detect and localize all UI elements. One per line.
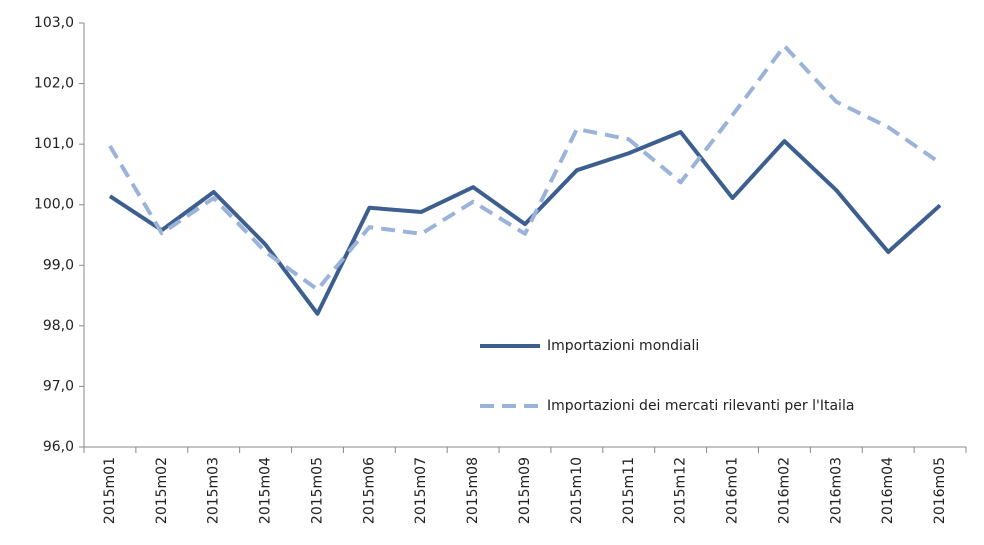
x-tick-label: 2016m05 [932,457,948,524]
x-tick-label: 2015m09 [517,457,533,524]
legend-label: Importazioni mondiali [547,338,699,354]
y-tick-label: 103,0 [34,15,74,31]
x-tick-label: 2015m12 [673,457,689,524]
y-tick-label: 97,0 [43,378,74,394]
x-tick-label: 2015m04 [258,457,274,524]
x-tick-label: 2015m03 [206,457,222,524]
x-tick-label: 2015m10 [569,457,585,524]
x-tick-label: 2016m01 [725,457,741,524]
y-tick-label: 102,0 [34,76,74,92]
x-tick-label: 2016m02 [776,457,792,524]
series-line [108,130,942,316]
y-tick-label: 99,0 [43,257,74,273]
x-tick-label: 2016m04 [880,457,896,524]
series-line [108,44,942,292]
x-tick-label: 2015m01 [102,457,118,524]
y-tick-label: 96,0 [43,439,74,455]
x-tick-label: 2015m05 [309,457,325,524]
x-tick-label: 2016m03 [828,457,844,524]
y-tick-label: 101,0 [34,136,74,152]
y-tick-label: 98,0 [43,318,74,334]
legend-label: Importazioni dei mercati rilevanti per l… [547,398,854,414]
x-tick-label: 2015m11 [621,457,637,524]
x-tick-label: 2015m02 [154,457,170,524]
y-tick-label: 100,0 [34,197,74,213]
x-tick-label: 2015m07 [413,457,429,524]
x-tick-label: 2015m06 [361,457,377,524]
x-tick-label: 2015m08 [465,457,481,524]
